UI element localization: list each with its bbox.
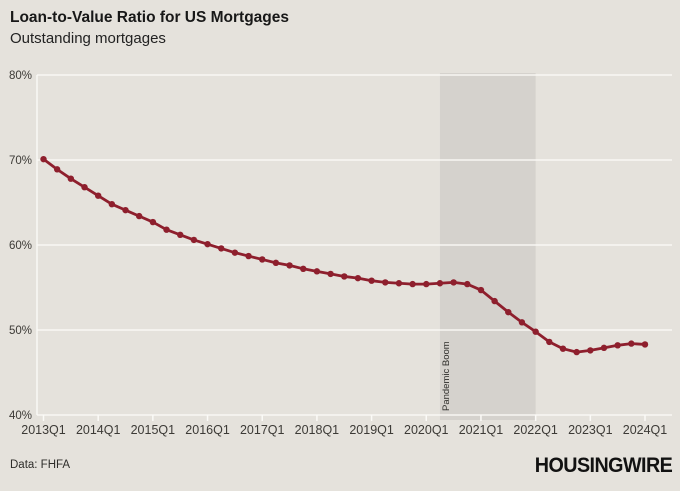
x-axis-tick-label: 2013Q1 <box>21 423 66 437</box>
data-point <box>286 262 293 269</box>
data-point <box>518 319 526 326</box>
data-point <box>382 279 389 286</box>
data-point <box>313 268 321 275</box>
data-point <box>641 341 649 348</box>
pandemic-boom-shaded-region <box>439 73 536 420</box>
data-point <box>122 206 129 214</box>
housingwire-logo: HOUSINGWIRE <box>534 454 673 477</box>
data-point <box>94 192 102 199</box>
data-point <box>177 231 184 238</box>
data-point <box>450 279 457 286</box>
data-point <box>505 308 512 316</box>
chart-title: Loan-to-Value Ratio for US Mortgages <box>10 9 290 26</box>
data-point <box>341 273 348 280</box>
y-axis-tick-label: 60% <box>9 240 32 252</box>
data-point <box>81 184 88 191</box>
data-point <box>135 212 143 220</box>
data-point <box>354 274 362 282</box>
ltv-line-chart: 40% 50% 60% 70% 80% 2013Q1 2014Q1 2015Q1 2016Q1 2… <box>9 70 672 437</box>
data-point <box>149 218 157 226</box>
data-point <box>204 240 211 248</box>
data-point <box>423 280 430 288</box>
data-point <box>218 245 225 252</box>
data-point <box>587 347 594 354</box>
x-axis-tick-label: 2023Q1 <box>568 423 613 437</box>
x-axis-tick-label: 2016Q1 <box>185 423 230 437</box>
y-axis-tick-label: 80% <box>9 70 32 82</box>
data-point <box>614 342 621 349</box>
data-point <box>163 226 170 233</box>
data-point <box>628 340 635 347</box>
x-axis-tick-label: 2020Q1 <box>404 423 449 437</box>
data-point <box>272 259 280 267</box>
y-axis-tick-label: 40% <box>9 410 32 422</box>
data-point <box>368 277 375 284</box>
data-point <box>491 297 498 305</box>
x-axis-tick-label: 2015Q1 <box>131 423 176 437</box>
data-point <box>108 201 116 208</box>
data-point <box>436 280 444 287</box>
data-point <box>464 280 471 288</box>
data-point <box>245 252 252 260</box>
y-axis-tick-label: 50% <box>9 325 32 337</box>
x-axis-tick-label: 2021Q1 <box>459 423 504 437</box>
data-point <box>395 280 403 287</box>
chart-header: Loan-to-Value Ratio for US Mortgages Out… <box>10 8 289 49</box>
x-axis-tick-label: 2022Q1 <box>513 423 558 437</box>
x-axis-tick-label: 2019Q1 <box>349 423 394 437</box>
data-point <box>259 256 266 263</box>
ltv-series-line <box>42 158 646 354</box>
data-point <box>532 328 539 335</box>
data-point <box>300 265 307 272</box>
data-point <box>600 344 608 352</box>
y-axis-tick-label: 70% <box>9 155 32 167</box>
data-point <box>231 249 239 256</box>
data-point <box>40 155 47 163</box>
data-point <box>327 270 334 278</box>
data-point <box>546 338 553 346</box>
data-point <box>573 348 580 356</box>
data-point <box>53 166 61 173</box>
x-axis-tick-label: 2024Q1 <box>623 423 668 437</box>
x-axis-tick-label: 2018Q1 <box>295 423 340 437</box>
x-axis-tick-label: 2017Q1 <box>240 423 285 437</box>
data-point <box>477 286 485 294</box>
data-source-note: Data: FHFA <box>10 459 71 471</box>
data-point <box>67 175 75 182</box>
data-point <box>559 345 567 352</box>
pandemic-boom-label: Pandemic Boom <box>441 341 452 411</box>
chart-subtitle: Outstanding mortgages <box>10 29 166 47</box>
x-axis-tick-label: 2014Q1 <box>76 423 121 437</box>
data-point <box>190 236 198 244</box>
data-point <box>409 280 416 288</box>
